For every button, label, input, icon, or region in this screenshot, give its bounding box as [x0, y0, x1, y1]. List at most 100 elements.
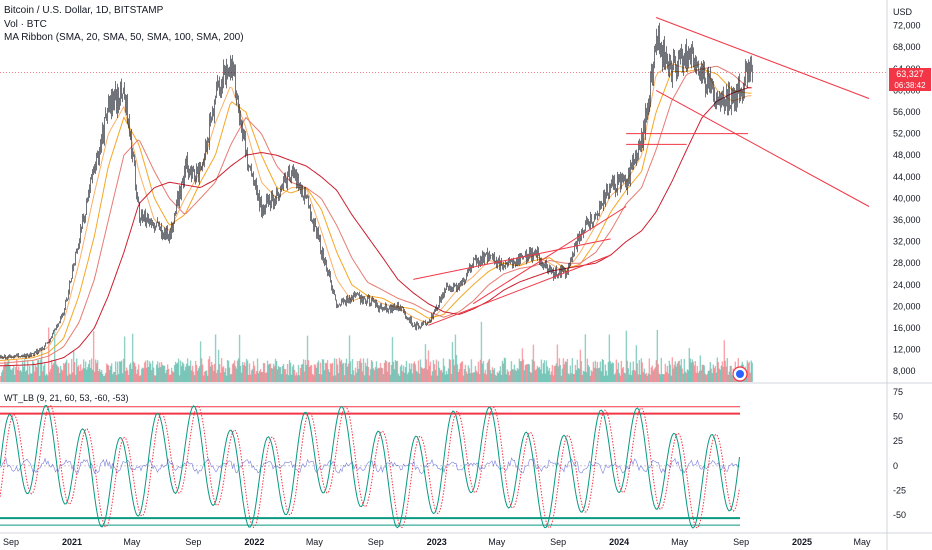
volume-bar — [708, 370, 711, 382]
volume-bar — [551, 364, 554, 382]
time-tick-label: May — [671, 537, 689, 547]
volume-bar — [7, 359, 10, 382]
volume-bar — [529, 371, 532, 382]
volume-bar — [473, 372, 476, 382]
volume-bar — [52, 362, 55, 382]
price-tick-label: 68,000 — [893, 42, 921, 52]
oscillator-legend: WT_LB (9, 21, 60, 53, -60, -53) — [4, 393, 129, 403]
volume-bar — [259, 368, 262, 382]
volume-bar — [706, 373, 709, 382]
volume-bar — [389, 374, 392, 382]
volume-bar — [272, 363, 275, 382]
symbol-title-text: Bitcoin / U.S. Dollar, 1D, BITSTAMP — [4, 5, 164, 16]
volume-bar — [208, 356, 211, 382]
volume-bar — [104, 372, 107, 382]
volume-bar — [749, 372, 751, 382]
volume-bar — [365, 366, 368, 382]
volume-bar — [618, 373, 621, 382]
volume-bar — [571, 358, 574, 382]
volume-bar — [404, 367, 407, 382]
volume-bar — [518, 358, 521, 382]
volume-bar — [497, 373, 500, 382]
volume-bar — [124, 371, 127, 382]
volume-bar — [448, 358, 451, 382]
volume-bar — [204, 371, 207, 382]
volume-bar — [236, 360, 239, 382]
volume-bar — [243, 362, 246, 382]
volume-bar — [384, 360, 387, 382]
volume-bar — [662, 373, 665, 382]
volume-bar — [715, 372, 717, 382]
volume-bar — [533, 361, 536, 382]
oscillator-tick-label: 25 — [893, 436, 903, 446]
volume-bar — [386, 371, 389, 382]
volume-bar — [188, 365, 191, 382]
volume-bar — [335, 358, 338, 382]
volume-bar — [557, 366, 560, 382]
volume-bar — [406, 374, 409, 382]
volume-bar — [610, 363, 613, 382]
volume-bar — [238, 334, 241, 382]
volume-bar — [209, 366, 212, 382]
volume-bar — [288, 360, 291, 382]
volume-bar — [308, 366, 311, 382]
volume-bar — [370, 360, 373, 382]
volume-bar — [285, 374, 288, 382]
volume-bar — [674, 361, 677, 382]
volume-bar — [38, 375, 41, 382]
volume-bar — [348, 335, 351, 382]
volume-bar — [561, 368, 564, 382]
volume-bar — [705, 375, 708, 382]
volume-bar — [552, 375, 555, 382]
volume-bar — [62, 362, 65, 382]
symbol-title: Bitcoin / U.S. Dollar, 1D, BITSTAMP — [4, 5, 163, 16]
volume-bar — [496, 371, 499, 382]
volume-bar — [599, 361, 602, 382]
volume-bar — [354, 367, 357, 382]
volume-bar — [212, 370, 215, 382]
volume-bar — [396, 360, 399, 382]
volume-bar — [426, 369, 429, 382]
volume-bar — [276, 369, 279, 382]
volume-bar — [31, 359, 34, 382]
volume-bar — [175, 363, 178, 382]
volume-bar — [99, 371, 102, 382]
volume-bar — [322, 359, 325, 382]
volume-bar — [481, 363, 484, 382]
volume-bar — [266, 360, 269, 382]
last-price-value: 63,327 — [896, 69, 924, 79]
volume-bar — [83, 368, 86, 382]
volume-bar — [382, 374, 385, 382]
volume-bar — [80, 370, 83, 382]
volume-bar — [511, 369, 514, 382]
volume-bar — [28, 365, 31, 382]
volume-bar — [353, 375, 356, 382]
volume-bar — [369, 369, 372, 382]
volume-bar — [25, 370, 28, 382]
volume-bar — [538, 366, 541, 382]
volume-bar — [239, 365, 242, 382]
volume-bar — [525, 364, 528, 382]
volume-bar — [570, 373, 573, 382]
ma-ribbon-legend: MA Ribbon (SMA, 20, SMA, 50, SMA, 100, S… — [4, 32, 244, 43]
volume-bar — [44, 375, 47, 382]
volume-bar — [162, 365, 165, 382]
volume-bar — [603, 375, 606, 382]
volume-bar — [445, 371, 448, 382]
volume-bar — [597, 368, 600, 382]
ma-ribbon-line — [0, 87, 752, 367]
volume-bar — [163, 365, 166, 382]
volume-bar — [585, 372, 588, 382]
volume-bar — [528, 364, 531, 382]
volume-bar — [16, 369, 19, 382]
volume-bar — [488, 358, 491, 382]
volume-bar — [101, 373, 104, 382]
volume-bar — [173, 365, 176, 382]
volume-bar — [531, 359, 534, 382]
volume-bar — [352, 370, 355, 382]
volume-bar — [278, 367, 281, 382]
volume-bar — [669, 364, 672, 382]
volume-bar — [664, 363, 667, 382]
volume-bar — [333, 358, 336, 382]
